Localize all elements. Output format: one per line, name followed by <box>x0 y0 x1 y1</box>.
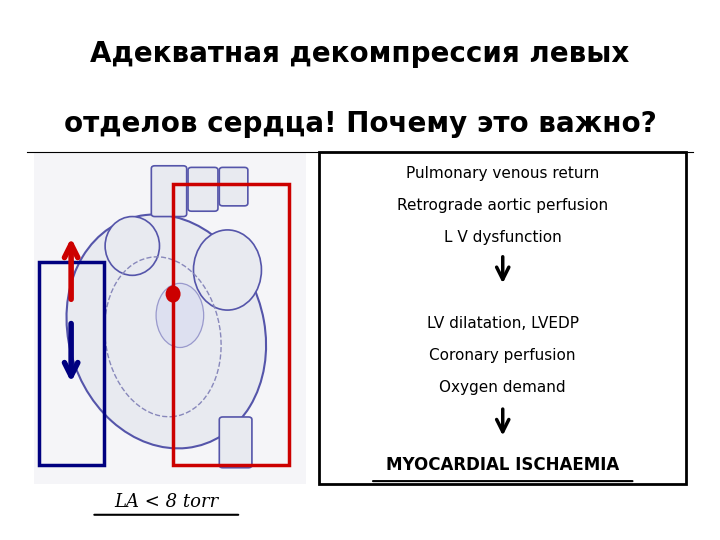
Text: Адекватная декомпрессия левых: Адекватная декомпрессия левых <box>91 40 629 68</box>
Ellipse shape <box>166 286 181 302</box>
Ellipse shape <box>66 214 266 448</box>
Text: Coronary perfusion: Coronary perfusion <box>430 348 576 363</box>
Ellipse shape <box>105 217 160 275</box>
Text: LV dilatation, LVEDP: LV dilatation, LVEDP <box>427 316 579 331</box>
Bar <box>39 262 104 465</box>
Bar <box>34 152 305 484</box>
Text: Pulmonary venous return: Pulmonary venous return <box>406 166 599 181</box>
Text: L V dysfunction: L V dysfunction <box>444 231 562 246</box>
FancyBboxPatch shape <box>220 417 252 468</box>
Text: Oxygen demand: Oxygen demand <box>439 380 566 395</box>
Text: LA < 8 torr: LA < 8 torr <box>114 494 218 511</box>
Text: Retrograde aortic perfusion: Retrograde aortic perfusion <box>397 198 608 213</box>
FancyBboxPatch shape <box>151 166 186 217</box>
Text: отделов сердца! Почему это важно?: отделов сердца! Почему это важно? <box>63 110 657 138</box>
Bar <box>319 152 686 484</box>
FancyBboxPatch shape <box>220 167 248 206</box>
Ellipse shape <box>194 230 261 310</box>
FancyBboxPatch shape <box>188 167 218 211</box>
Bar <box>173 185 289 465</box>
Ellipse shape <box>156 284 204 348</box>
Text: MYOCARDIAL ISCHAEMIA: MYOCARDIAL ISCHAEMIA <box>386 456 619 474</box>
